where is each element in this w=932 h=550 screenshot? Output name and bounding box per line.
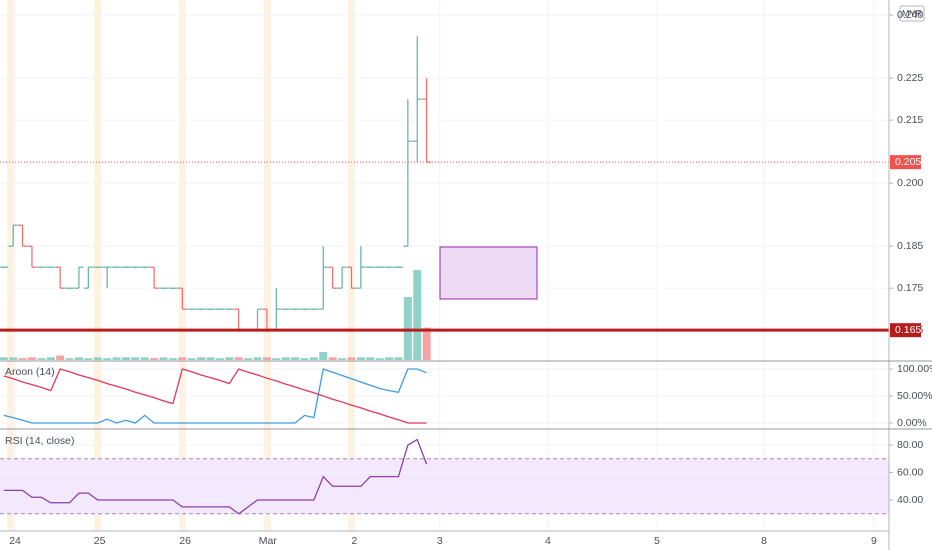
x-tick-label: 24 xyxy=(9,535,21,547)
volume-bar xyxy=(84,358,93,360)
volume-bar xyxy=(281,357,290,360)
volume-bar xyxy=(159,357,168,360)
volume-bar xyxy=(112,357,121,360)
y-tick-label: 100.00% xyxy=(897,363,932,375)
volume-bar xyxy=(338,358,347,360)
volume-bar xyxy=(422,327,431,360)
y-tick-label: 50.00% xyxy=(897,390,932,402)
x-tick-label: 4 xyxy=(545,535,551,547)
x-tick-label: 9 xyxy=(871,535,877,547)
volume-bar xyxy=(309,357,318,360)
x-tick-label: 2 xyxy=(351,535,357,547)
y-tick-label: 60.00 xyxy=(897,466,923,478)
session-band xyxy=(179,0,186,531)
volume-bar xyxy=(375,358,384,360)
volume-bar xyxy=(121,357,130,360)
volume-bar xyxy=(56,355,65,360)
series-line xyxy=(3,368,427,424)
volume-bar xyxy=(65,358,74,360)
volume-bar xyxy=(0,357,8,360)
volume-bar xyxy=(319,351,328,360)
support-label: 0.165 xyxy=(895,324,921,336)
volume-bar xyxy=(356,357,365,360)
plot xyxy=(0,0,889,531)
x-tick-label: 8 xyxy=(761,535,767,547)
volume-bar xyxy=(262,357,271,360)
y-tick-label: 0.185 xyxy=(897,240,923,252)
volume-bar xyxy=(253,357,262,360)
volume-bar xyxy=(215,358,224,360)
volume-bar xyxy=(168,358,177,360)
y-tick-label: 0.175 xyxy=(897,282,923,294)
volume-bar xyxy=(46,357,55,360)
last-price-box xyxy=(890,155,921,170)
support-box xyxy=(890,323,921,338)
currency-box xyxy=(899,5,925,22)
session-band xyxy=(348,0,355,531)
y-tick-label: 40.00 xyxy=(897,494,923,506)
x-tick-label: 5 xyxy=(654,535,660,547)
volume-bar xyxy=(403,297,412,360)
y-tick-label: 0.00% xyxy=(897,417,927,429)
volume-bar xyxy=(74,357,83,360)
volume-bar xyxy=(234,357,243,360)
y-tick-label: 0.240 xyxy=(897,9,923,21)
x-tick-label: Mar xyxy=(259,535,278,547)
volume-bar xyxy=(9,357,18,360)
volume-bar xyxy=(150,358,159,360)
volume-bar xyxy=(140,357,149,360)
session-band xyxy=(7,0,14,531)
volume-bar xyxy=(206,357,215,360)
volume-bar xyxy=(225,357,234,360)
volume-bar xyxy=(291,357,300,360)
volume-bar xyxy=(244,358,253,360)
volume-bar xyxy=(18,358,27,360)
volume-bar xyxy=(178,357,187,360)
volume-bar xyxy=(197,357,206,360)
volume-bar xyxy=(93,357,102,360)
x-tick-label: 3 xyxy=(437,535,443,547)
x-tick-label: 25 xyxy=(94,535,106,547)
volume-bar xyxy=(103,358,112,360)
y-tick-label: 0.215 xyxy=(897,114,923,126)
volume-bar xyxy=(131,357,140,360)
last-price-label: 0.205 xyxy=(895,156,921,168)
volume-bar xyxy=(300,358,309,360)
currency: MYR xyxy=(902,8,923,18)
volume-bar xyxy=(347,357,356,360)
y-tick-label: 0.225 xyxy=(897,72,923,84)
volume-bar xyxy=(37,358,46,360)
volume-bar xyxy=(328,357,337,360)
volume-bar xyxy=(27,357,36,360)
y-tick-label: 0.200 xyxy=(897,177,923,189)
volume-bar xyxy=(187,358,196,360)
series-line xyxy=(3,368,427,424)
y-tick-label: 80.00 xyxy=(897,439,923,451)
pane-title: Aroon (14) xyxy=(5,366,55,378)
x-tick-label: 26 xyxy=(179,535,191,547)
volume-bar xyxy=(272,358,281,360)
pane-title: RSI (14, close) xyxy=(5,435,74,447)
volume-bar xyxy=(385,357,394,360)
drawn-rectangle xyxy=(439,246,538,300)
series-line xyxy=(3,438,428,515)
volume-bar xyxy=(394,357,403,360)
volume-bar xyxy=(366,357,375,360)
volume-bar xyxy=(413,270,422,360)
band xyxy=(0,458,889,514)
session-band xyxy=(94,0,101,531)
